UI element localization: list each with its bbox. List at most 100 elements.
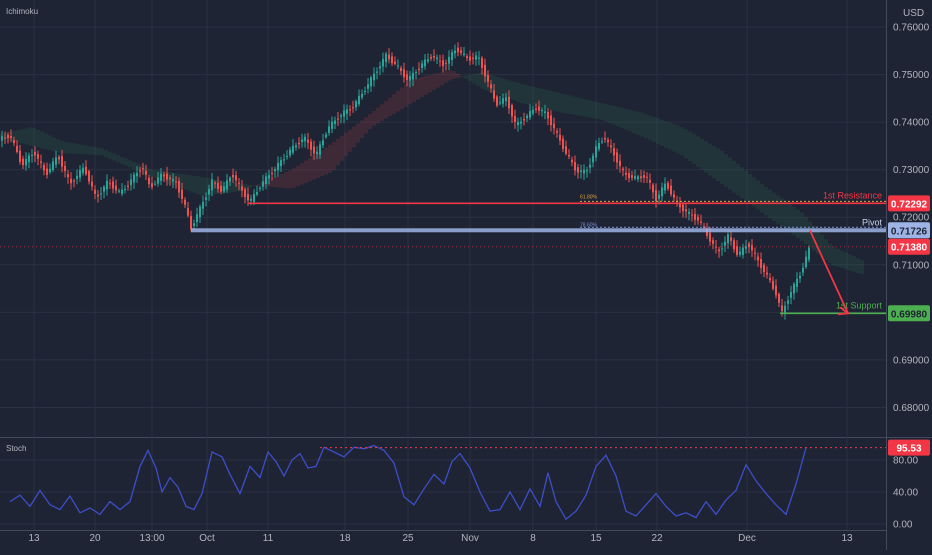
cloud-segment — [344, 132, 348, 157]
candle-body — [784, 305, 786, 314]
candle-body — [586, 170, 588, 172]
current-price-tag-bg — [888, 238, 930, 255]
cloud-segment — [588, 100, 592, 118]
candle-body — [232, 174, 234, 178]
candle-body — [361, 93, 363, 98]
cloud-segment — [188, 175, 192, 192]
cloud-segment — [252, 185, 256, 187]
candle-body — [625, 172, 627, 175]
candle-body — [133, 174, 135, 183]
x-tick-label: 25 — [402, 533, 414, 544]
candle-body — [157, 177, 159, 184]
candle-body — [535, 108, 537, 110]
candle-body — [7, 134, 9, 139]
candle-body — [337, 118, 339, 120]
cloud-segment — [708, 143, 712, 176]
fib-618-label: 61.80% — [580, 194, 598, 200]
candle-body — [697, 216, 699, 221]
candle-body — [298, 142, 300, 145]
candle-body — [355, 101, 357, 108]
cloud-segment — [736, 163, 740, 196]
y-tick-label: 0.73000 — [893, 165, 930, 176]
candle-body — [595, 146, 597, 158]
x-tick-label: 13:00 — [139, 533, 164, 544]
candle-body — [274, 169, 276, 172]
cloud-segment — [464, 76, 468, 79]
candle-body — [328, 126, 330, 133]
candle-body — [229, 177, 231, 182]
candle-body — [250, 198, 252, 201]
cloud-segment — [688, 131, 692, 162]
candle-body — [655, 189, 657, 202]
candle-body — [271, 173, 273, 175]
candle-body — [604, 138, 606, 140]
cloud-segment — [712, 145, 716, 179]
resistance-label: 1st Resistance — [823, 190, 882, 200]
candle-body — [640, 176, 642, 179]
cloud-segment — [660, 119, 664, 146]
candle-body — [19, 150, 21, 162]
cloud-segment — [132, 161, 136, 170]
candle-body — [709, 232, 711, 242]
candle-body — [388, 54, 390, 60]
cloud-segment — [728, 157, 732, 190]
cloud-segment — [368, 114, 372, 130]
candle-body — [289, 149, 291, 156]
candle-body — [130, 179, 132, 185]
cloud-segment — [92, 146, 96, 155]
candle-body — [166, 173, 168, 180]
cloud-segment — [560, 93, 564, 113]
cloud-segment — [744, 170, 748, 202]
cloud-segment — [212, 178, 216, 195]
cloud-segment — [832, 246, 836, 266]
cloud-segment — [748, 173, 752, 204]
cloud-segment — [404, 84, 408, 107]
y-tick-label: 0.76000 — [893, 23, 930, 34]
candle-body — [181, 189, 183, 199]
candle-body — [76, 175, 78, 180]
cloud-segment — [460, 76, 464, 78]
candle-body — [199, 206, 201, 218]
y-tick-label: 0.75000 — [893, 70, 930, 81]
candle-body — [382, 58, 384, 67]
candle-body — [571, 159, 573, 163]
candle-body — [145, 170, 147, 175]
cloud-segment — [28, 127, 32, 146]
candle-body — [325, 134, 327, 138]
cloud-segment — [604, 104, 608, 122]
candle-body — [769, 277, 771, 281]
candle-body — [763, 264, 765, 273]
cloud-segment — [536, 87, 540, 107]
candle-body — [550, 115, 552, 126]
candle-body — [457, 47, 459, 53]
pivot-band — [191, 228, 886, 233]
candle-body — [340, 115, 342, 117]
cloud-segment — [452, 71, 456, 79]
candle-body — [805, 256, 807, 268]
candle-body — [745, 246, 747, 249]
candle-body — [499, 102, 501, 104]
cloud-segment — [512, 81, 516, 101]
cloud-segment — [376, 107, 380, 124]
candle-body — [478, 57, 480, 59]
candle-body — [652, 184, 654, 193]
candle-body — [712, 240, 714, 244]
candle-body — [424, 59, 426, 67]
candle-body — [67, 174, 69, 178]
candle-body — [34, 151, 36, 156]
candle-body — [514, 116, 516, 123]
candle-body — [724, 241, 726, 246]
candle-body — [310, 141, 312, 150]
candle-body — [211, 179, 213, 191]
cloud-segment — [808, 221, 812, 248]
cloud-segment — [672, 124, 676, 152]
cloud-segment — [760, 183, 764, 213]
cloud-segment — [32, 127, 36, 147]
candle-body — [370, 77, 372, 87]
cloud-segment — [428, 75, 432, 93]
candle-body — [412, 72, 414, 80]
candle-body — [754, 252, 756, 254]
